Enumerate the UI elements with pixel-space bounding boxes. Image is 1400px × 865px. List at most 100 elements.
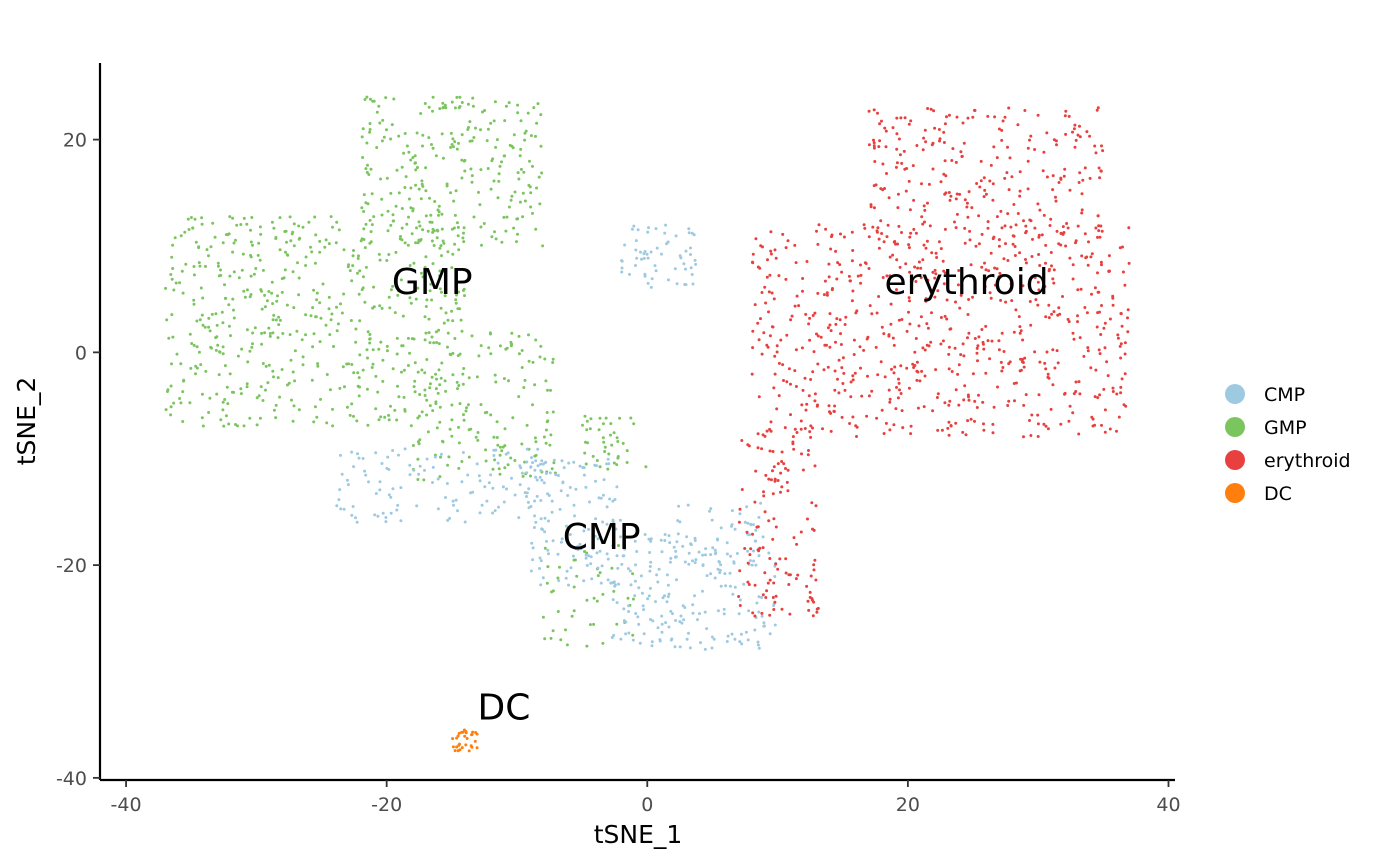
point-GMP — [503, 154, 507, 158]
point-CMP — [746, 638, 750, 642]
point-erythroid — [1072, 337, 1076, 341]
point-CMP — [681, 604, 685, 608]
point-erythroid — [778, 557, 782, 561]
point-GMP — [381, 379, 385, 383]
point-erythroid — [895, 161, 899, 165]
point-DC — [456, 734, 460, 738]
point-erythroid — [1102, 326, 1106, 330]
point-GMP — [210, 312, 214, 316]
point-CMP — [678, 254, 682, 258]
point-erythroid — [784, 246, 788, 250]
point-GMP — [456, 354, 460, 358]
point-CMP — [387, 493, 391, 497]
point-erythroid — [1119, 356, 1123, 360]
point-erythroid — [794, 348, 798, 352]
point-CMP — [719, 563, 723, 567]
point-erythroid — [827, 262, 831, 266]
point-erythroid — [839, 343, 843, 346]
point-GMP — [519, 167, 523, 171]
point-erythroid — [1076, 224, 1080, 228]
point-erythroid — [828, 345, 832, 349]
point-GMP — [310, 378, 314, 382]
point-erythroid — [794, 577, 798, 581]
point-erythroid — [855, 435, 858, 438]
point-CMP — [384, 516, 388, 519]
point-GMP — [529, 134, 533, 138]
point-CMP — [491, 511, 495, 515]
point-GMP — [498, 445, 502, 449]
point-erythroid — [840, 270, 844, 274]
point-GMP — [276, 376, 280, 380]
point-erythroid — [965, 205, 969, 209]
point-erythroid — [1006, 259, 1010, 262]
point-CMP — [497, 505, 500, 509]
point-GMP — [199, 286, 203, 290]
point-CMP — [541, 528, 544, 531]
point-erythroid — [858, 345, 862, 349]
point-erythroid — [1018, 325, 1022, 329]
point-erythroid — [988, 179, 992, 183]
point-GMP — [626, 596, 630, 600]
point-erythroid — [777, 394, 781, 398]
point-erythroid — [771, 450, 775, 453]
point-CMP — [638, 641, 642, 645]
point-GMP — [394, 250, 398, 254]
point-CMP — [757, 595, 761, 599]
point-erythroid — [825, 293, 829, 297]
point-GMP — [413, 379, 417, 383]
point-GMP — [529, 474, 532, 478]
point-CMP — [355, 520, 359, 524]
point-CMP — [697, 550, 701, 554]
point-erythroid — [1100, 304, 1103, 307]
point-CMP — [590, 577, 594, 581]
point-erythroid — [895, 258, 899, 262]
point-GMP — [549, 388, 552, 392]
point-GMP — [380, 197, 384, 201]
point-GMP — [392, 97, 396, 101]
point-GMP — [551, 357, 555, 361]
point-GMP — [516, 171, 520, 175]
point-CMP — [399, 486, 403, 490]
point-erythroid — [753, 500, 757, 504]
point-CMP — [622, 619, 626, 623]
point-erythroid — [914, 280, 918, 283]
point-GMP — [397, 289, 400, 293]
point-erythroid — [1018, 170, 1022, 174]
point-GMP — [197, 245, 201, 249]
point-CMP — [565, 569, 569, 573]
point-erythroid — [907, 122, 911, 126]
point-GMP — [216, 264, 220, 268]
point-erythroid — [1121, 245, 1124, 249]
point-erythroid — [930, 143, 934, 147]
point-erythroid — [1098, 235, 1102, 239]
point-erythroid — [1071, 277, 1075, 281]
point-erythroid — [872, 206, 876, 210]
point-erythroid — [888, 400, 892, 404]
point-erythroid — [786, 239, 790, 243]
point-GMP — [423, 394, 427, 397]
point-GMP — [203, 325, 207, 329]
point-erythroid — [757, 395, 761, 399]
point-GMP — [415, 131, 419, 135]
point-CMP — [367, 480, 370, 484]
point-GMP — [372, 285, 376, 289]
point-erythroid — [1052, 281, 1056, 285]
point-CMP — [648, 569, 652, 573]
point-erythroid — [943, 401, 947, 405]
point-erythroid — [808, 316, 812, 320]
point-GMP — [460, 101, 464, 104]
point-CMP — [725, 541, 729, 545]
point-erythroid — [899, 392, 903, 395]
point-GMP — [378, 258, 382, 262]
point-erythroid — [1090, 292, 1093, 296]
point-erythroid — [1111, 294, 1115, 298]
point-erythroid — [809, 424, 813, 428]
point-erythroid — [1076, 288, 1080, 292]
point-CMP — [535, 494, 539, 498]
point-GMP — [452, 199, 456, 203]
point-CMP — [436, 507, 440, 511]
point-erythroid — [779, 490, 782, 494]
point-CMP — [760, 614, 764, 618]
point-erythroid — [959, 353, 963, 357]
point-erythroid — [915, 378, 919, 382]
